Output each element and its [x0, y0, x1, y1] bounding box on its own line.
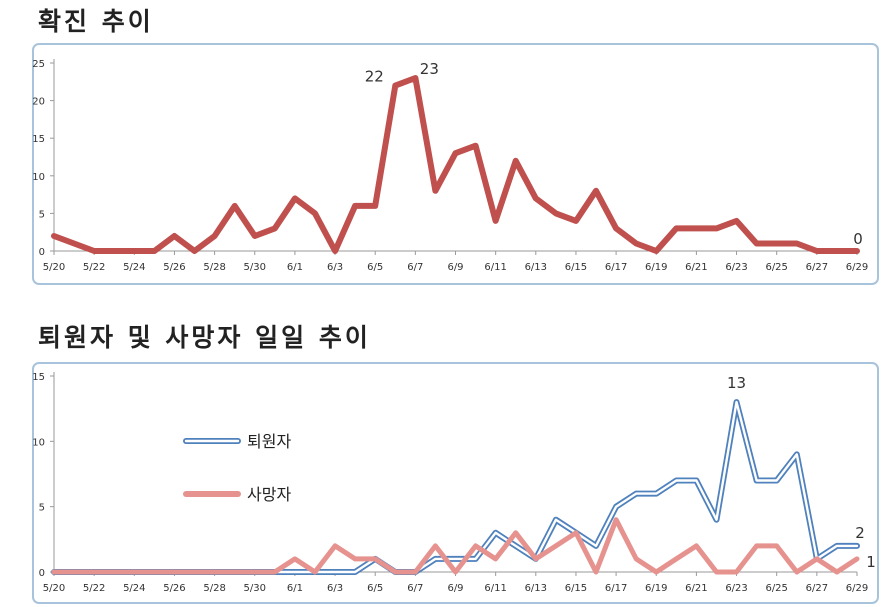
- series-line-1: [51, 75, 860, 254]
- x-tick-label: 5/30: [244, 262, 266, 273]
- y-tick-label: 0: [39, 568, 45, 579]
- x-tick-label: 6/23: [725, 262, 747, 273]
- data-label: 0: [853, 230, 863, 248]
- x-tick-label: 6/21: [685, 262, 707, 273]
- x-tick-label: 5/20: [43, 583, 65, 594]
- x-tick-label: 6/17: [605, 262, 627, 273]
- x-tick-label: 5/20: [43, 262, 65, 273]
- x-tick-label: 6/5: [367, 583, 383, 594]
- x-tick-label: 6/27: [806, 583, 828, 594]
- data-label: 2: [855, 524, 865, 542]
- data-label: 13: [727, 374, 746, 392]
- x-tick-label: 6/17: [605, 583, 627, 594]
- series-line-사망자: [51, 517, 860, 575]
- legend-label: 퇴원자: [247, 432, 291, 451]
- x-tick-label: 6/15: [565, 583, 587, 594]
- y-tick-label: 0: [39, 247, 45, 258]
- x-tick-label: 6/29: [846, 262, 868, 273]
- x-tick-label: 6/25: [765, 583, 787, 594]
- data-label: 1: [866, 553, 876, 571]
- y-tick-label: 15: [32, 134, 45, 145]
- x-tick-label: 5/24: [123, 583, 145, 594]
- x-tick-label: 6/11: [484, 583, 506, 594]
- x-tick-label: 6/21: [685, 583, 707, 594]
- x-tick-label: 5/28: [203, 583, 225, 594]
- x-tick-label: 6/1: [287, 262, 303, 273]
- y-tick-label: 5: [39, 209, 45, 220]
- x-tick-label: 6/7: [407, 583, 423, 594]
- x-tick-label: 6/5: [367, 262, 383, 273]
- x-tick-label: 6/11: [484, 262, 506, 273]
- x-tick-label: 6/1: [287, 583, 303, 594]
- x-tick-label: 6/23: [725, 583, 747, 594]
- x-tick-label: 6/29: [846, 583, 868, 594]
- y-tick-label: 15: [32, 372, 45, 383]
- x-tick-label: 6/19: [645, 583, 667, 594]
- data-label: 23: [420, 60, 439, 78]
- x-tick-label: 5/24: [123, 262, 145, 273]
- x-tick-label: 6/3: [327, 262, 343, 273]
- y-tick-label: 10: [32, 172, 45, 183]
- y-tick-label: 10: [32, 437, 45, 448]
- x-tick-label: 6/3: [327, 583, 343, 594]
- x-tick-label: 5/26: [163, 262, 185, 273]
- x-tick-label: 6/25: [765, 262, 787, 273]
- y-tick-label: 25: [32, 59, 45, 70]
- x-tick-label: 6/19: [645, 262, 667, 273]
- x-tick-label: 6/15: [565, 262, 587, 273]
- x-tick-label: 5/30: [244, 583, 266, 594]
- x-tick-label: 6/13: [525, 583, 547, 594]
- x-tick-label: 6/7: [407, 262, 423, 273]
- discharged-deaths-chart-title: 퇴원자 및 사망자 일일 추이: [38, 323, 371, 352]
- x-tick-label: 5/22: [83, 262, 105, 273]
- x-tick-label: 5/22: [83, 583, 105, 594]
- x-tick-label: 6/9: [447, 262, 463, 273]
- confirmed-chart-title: 확진 추이: [38, 7, 154, 36]
- y-tick-label: 5: [39, 503, 45, 514]
- x-tick-label: 5/28: [203, 262, 225, 273]
- legend-label: 사망자: [247, 485, 291, 504]
- x-tick-label: 5/26: [163, 583, 185, 594]
- x-tick-label: 6/13: [525, 262, 547, 273]
- y-tick-label: 20: [32, 97, 45, 108]
- x-tick-label: 6/9: [447, 583, 463, 594]
- data-label: 22: [365, 68, 384, 86]
- x-tick-label: 6/27: [806, 262, 828, 273]
- chart-frame: [32, 362, 879, 604]
